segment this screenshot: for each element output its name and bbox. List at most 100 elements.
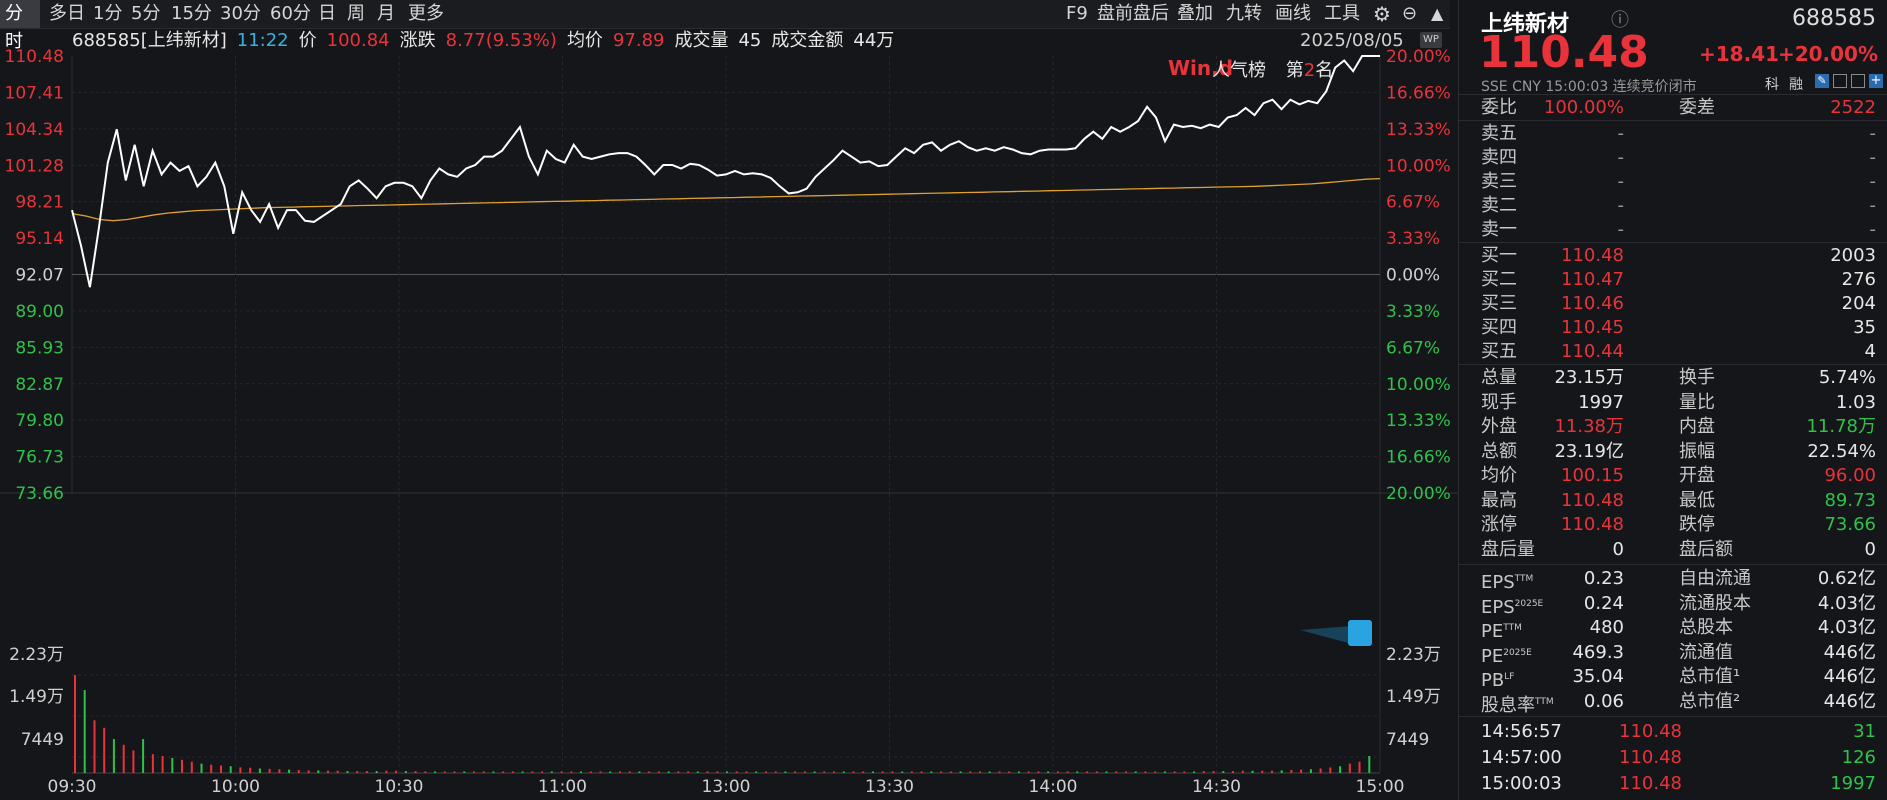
volume-bar (112, 739, 115, 773)
stat-label: 均价 (1481, 465, 1517, 486)
fundamental-label: PBLF (1481, 665, 1514, 693)
tab-day[interactable]: 日 (318, 3, 336, 24)
tab-multi-day[interactable]: 多日 (49, 3, 85, 24)
rank-suffix: 名 (1315, 60, 1334, 81)
volume-bar (852, 771, 855, 773)
fundamental-basis: 2025E (1503, 647, 1532, 658)
fundamental-name: EPS (1481, 572, 1515, 593)
stat-value: 100.15 (1561, 465, 1624, 486)
volume-bar (1008, 771, 1011, 773)
square-icon[interactable] (1851, 74, 1865, 88)
price-change: +18.41 (1699, 42, 1780, 66)
volume-bar (940, 771, 943, 773)
tab-30min[interactable]: 30分 (220, 3, 261, 24)
ask-label: 卖二 (1481, 195, 1517, 216)
volume-bar (1183, 771, 1186, 773)
price-tick: 73.66 (15, 484, 64, 504)
bid-volume: 276 (1841, 269, 1876, 290)
price-tick: 92.07 (15, 266, 64, 286)
volume-bar (599, 771, 602, 773)
volume-bar (1212, 771, 1215, 773)
volume-bar (1134, 771, 1137, 773)
tab-week[interactable]: 周 (347, 3, 365, 24)
tab-5min[interactable]: 5分 (131, 3, 161, 24)
volume-bar (502, 771, 505, 773)
settings-gear-icon[interactable]: ⚙ (1373, 2, 1391, 26)
tools-button[interactable]: 工具 (1324, 3, 1360, 24)
overlay-button[interactable]: 叠加 (1177, 3, 1213, 24)
fundamental-label2: 流通值 (1679, 641, 1733, 663)
fundamental-name: PB (1481, 670, 1505, 691)
volume-bar (619, 771, 621, 773)
volume-bar (745, 771, 748, 773)
volume-bar (1290, 770, 1293, 773)
bid-volume: 35 (1853, 317, 1876, 338)
stat-value: 96.00 (1824, 465, 1876, 486)
info-icon[interactable]: ⓘ (1611, 10, 1629, 31)
stat-row: 盘后量 0 盘后额 0 (1459, 538, 1887, 562)
stat-row: 外盘 11.38万 内盘 11.78万 (1459, 415, 1887, 439)
collapse-up-icon[interactable]: ▲ (1431, 4, 1444, 23)
fundamental-value2: 4.03亿 (1817, 617, 1876, 638)
stat-value: 1.03 (1835, 391, 1876, 413)
intraday-chart[interactable]: 110.48 107.41 104.34 101.28 98.21 95.14 92.07 8… (0, 0, 1458, 800)
pct-tick: 6.67% (1386, 193, 1440, 213)
volume-bar (813, 771, 816, 773)
box-icon[interactable] (1833, 74, 1847, 88)
volume-bar (210, 764, 213, 773)
volume-bar (1261, 770, 1264, 773)
volume-bar (1358, 761, 1361, 773)
volume-bar (239, 767, 242, 774)
tab-1min[interactable]: 1分 (93, 3, 123, 24)
stat-label: 最高 (1481, 489, 1517, 511)
minimize-icon[interactable]: ⊖ (1402, 3, 1418, 24)
tick-volume: 126 (1841, 747, 1876, 768)
nine-turn-button[interactable]: 九转 (1226, 3, 1262, 24)
wp-icon[interactable]: WP (1420, 32, 1442, 48)
time-tick: 13:30 (865, 777, 914, 797)
volume-bar (385, 770, 388, 773)
edit-icon[interactable]: ✎ (1815, 74, 1829, 88)
add-icon[interactable]: + (1869, 73, 1883, 88)
info-change: 8.77(9.53%) (445, 30, 557, 51)
fundamental-label: PETTM (1481, 616, 1522, 644)
pct-tick: 20.00% (1386, 484, 1451, 504)
pct-tick: 3.33% (1386, 302, 1440, 322)
ask-label: 卖四 (1481, 147, 1517, 168)
volume-bar (842, 771, 845, 773)
bid-label: 买五 (1481, 341, 1517, 362)
volume-bar (1348, 763, 1351, 773)
ask-volume: - (1869, 219, 1877, 240)
price-tick: 76.73 (15, 448, 64, 468)
info-vol: 45 (738, 30, 762, 51)
pct-tick: 10.00% (1386, 156, 1451, 176)
tick-price: 110.48 (1619, 773, 1682, 794)
tab-intraday[interactable]: 分时 (0, 0, 40, 52)
pre-post-market-button[interactable]: 盘前盘后 (1097, 3, 1169, 24)
volume-bar (132, 750, 135, 773)
tag-star-market: 科 (1765, 77, 1779, 93)
order-diff-value: 2522 (1830, 97, 1876, 118)
f9-button[interactable]: F9 (1066, 3, 1088, 24)
stat-row: 总量 23.15万 换手 5.74% (1459, 366, 1887, 390)
chart-date: 2025/08/05 (1300, 30, 1404, 51)
ask-price: - (1617, 123, 1625, 144)
draw-line-button[interactable]: 画线 (1275, 3, 1311, 24)
tick-price: 110.48 (1619, 721, 1682, 742)
separator (1459, 564, 1887, 565)
tab-more[interactable]: 更多 (408, 3, 444, 24)
tab-60min[interactable]: 60分 (270, 3, 311, 24)
volume-bar (83, 690, 86, 773)
volume-bar (463, 771, 466, 773)
volume-bar (1319, 768, 1322, 773)
volume-bar (794, 771, 797, 773)
time-tick: 13:00 (702, 777, 751, 797)
fundamental-label2: 总股本 (1679, 617, 1733, 638)
fundamental-value: 35.04 (1572, 666, 1624, 687)
tab-15min[interactable]: 15分 (171, 3, 212, 24)
volume-bar (774, 771, 777, 773)
stat-label: 外盘 (1481, 416, 1517, 437)
popularity-rank[interactable]: 人气榜 第2名 (1212, 56, 1333, 82)
volume-bar (628, 771, 631, 773)
tab-month[interactable]: 月 (377, 3, 395, 24)
